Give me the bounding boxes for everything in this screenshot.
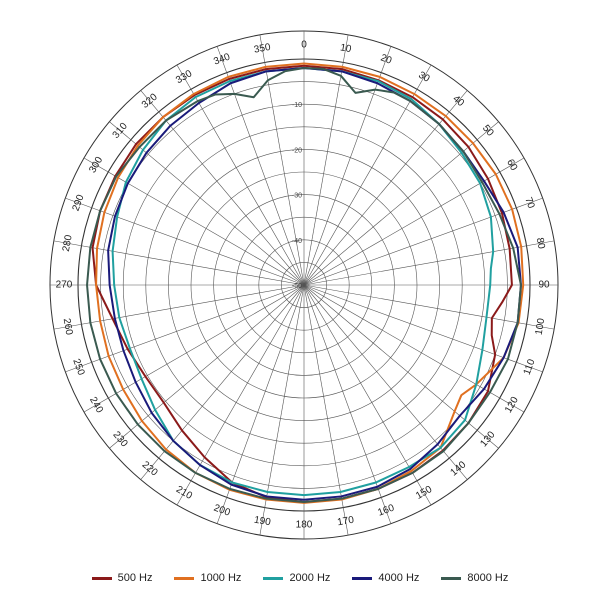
ring-label: -50 (292, 283, 302, 290)
legend-label: 2000 Hz (289, 572, 331, 584)
angle-label: 300 (87, 155, 105, 175)
angle-label: 160 (376, 502, 396, 518)
angle-label: 110 (522, 357, 538, 376)
angle-label: 340 (212, 51, 232, 67)
grid-spoke (53, 284, 305, 330)
angle-label: 140 (448, 459, 468, 478)
angle-label: 180 (296, 520, 313, 531)
grid-spoke (303, 284, 499, 449)
series-line-8000-hz (86, 67, 522, 503)
legend-item: 4000 Hz (352, 572, 419, 584)
grid-spoke (109, 121, 305, 286)
angle-label: 40 (450, 93, 466, 109)
angle-label: 90 (538, 280, 550, 291)
legend-label: 4000 Hz (378, 572, 420, 584)
angle-label: 70 (522, 196, 536, 211)
series-line-2000-hz (111, 67, 495, 497)
grid-spoke (303, 284, 349, 536)
angle-label: 100 (534, 317, 548, 336)
series-lines (86, 62, 525, 504)
legend-label: 1000 Hz (200, 572, 242, 584)
chart-legend: 500 Hz 1000 Hz 2000 Hz 4000 Hz 8000 Hz (0, 568, 600, 588)
grid-spoke (259, 284, 305, 536)
grid-spokes (50, 31, 558, 539)
grid-spoke (303, 46, 392, 286)
angle-label: 0 (301, 40, 307, 51)
angle-label: 350 (253, 42, 272, 56)
angle-label: 80 (534, 237, 547, 250)
ring-label: -20 (292, 147, 302, 154)
angle-label: 130 (478, 429, 497, 449)
angle-label: 50 (480, 123, 496, 139)
legend-swatch (91, 576, 112, 580)
grid-spoke (83, 284, 305, 413)
angle-label: 250 (70, 357, 86, 377)
legend-item: 2000 Hz (263, 572, 330, 584)
angle-label: 210 (174, 484, 194, 502)
legend-swatch (441, 576, 462, 580)
legend-swatch (352, 576, 373, 580)
ring-labels: -50 -40 -30 -20 -10 (292, 102, 302, 290)
grid-spoke (176, 284, 305, 506)
ring-label: -10 (292, 102, 302, 109)
legend-swatch (174, 576, 195, 580)
angle-label: 290 (71, 193, 87, 213)
grid-spoke (140, 90, 305, 286)
legend-item: 8000 Hz (441, 572, 508, 584)
grid-spoke (303, 284, 392, 524)
angle-label: 310 (111, 121, 130, 141)
angle-label: 120 (503, 395, 521, 415)
grid-spoke (259, 34, 305, 286)
angle-label: 240 (87, 395, 105, 415)
angle-label: 220 (140, 459, 160, 478)
angle-label: 320 (140, 91, 160, 110)
legend-label: 500 Hz (117, 572, 153, 584)
legend-item: 500 Hz (91, 572, 153, 584)
angle-label: 230 (110, 429, 129, 449)
angle-label: 150 (414, 484, 434, 502)
grid-spoke (53, 240, 305, 286)
grid-spoke (216, 46, 305, 286)
grid-spoke (303, 90, 468, 286)
series-line-4000-hz (107, 67, 522, 501)
angle-label: 10 (339, 42, 352, 55)
angle-label: 260 (61, 318, 75, 337)
angle-label: 60 (504, 158, 519, 174)
grid-spoke (83, 157, 305, 286)
angle-label: 270 (56, 280, 73, 291)
angle-label: 30 (416, 70, 432, 85)
grid-spoke (303, 34, 349, 286)
angle-label: 330 (174, 68, 194, 86)
angle-label: 190 (253, 515, 272, 529)
legend-label: 8000 Hz (467, 572, 509, 584)
ring-label: -40 (292, 238, 302, 245)
grid-spoke (303, 284, 555, 330)
grid-spoke (65, 284, 305, 373)
grid-spoke (303, 121, 499, 286)
grid-spoke (140, 284, 305, 480)
angle-label: 280 (61, 234, 75, 253)
angle-label: 200 (212, 503, 232, 519)
legend-swatch (263, 576, 284, 580)
angle-label: 170 (337, 515, 356, 529)
legend-item: 1000 Hz (174, 572, 241, 584)
angle-label: 20 (379, 53, 394, 67)
ring-label: -30 (292, 193, 302, 200)
